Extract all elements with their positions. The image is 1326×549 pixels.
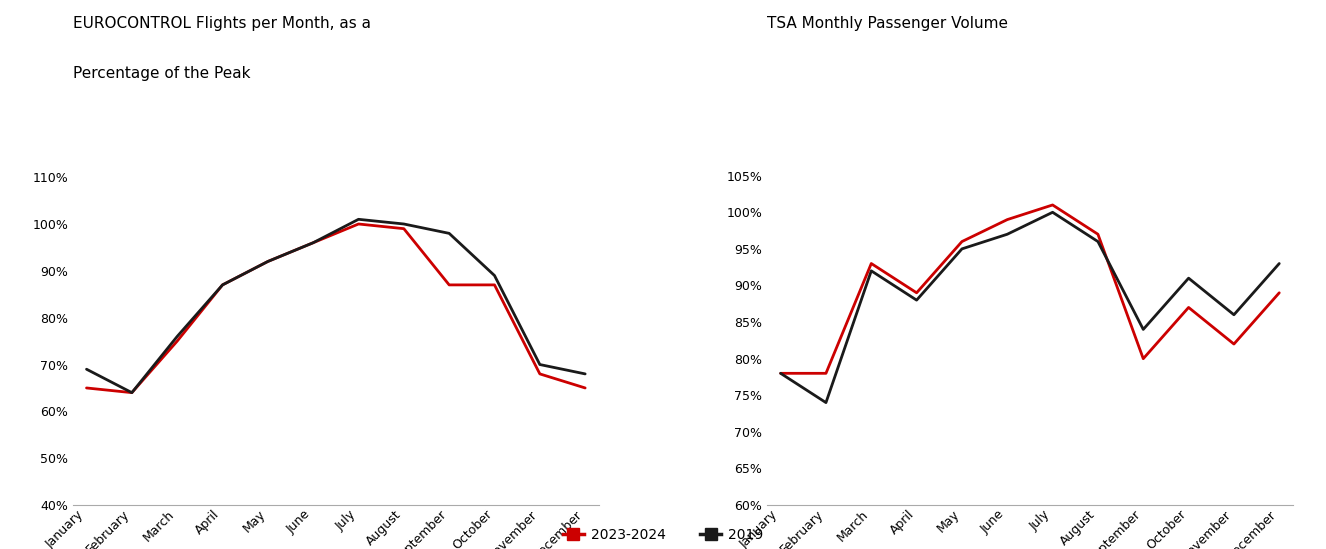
Text: EUROCONTROL Flights per Month, as a: EUROCONTROL Flights per Month, as a <box>73 16 371 31</box>
Legend: 2023-2024, 2019: 2023-2024, 2019 <box>557 523 769 547</box>
Text: Percentage of the Peak: Percentage of the Peak <box>73 66 251 81</box>
Text: TSA Monthly Passenger Volume: TSA Monthly Passenger Volume <box>766 16 1008 31</box>
